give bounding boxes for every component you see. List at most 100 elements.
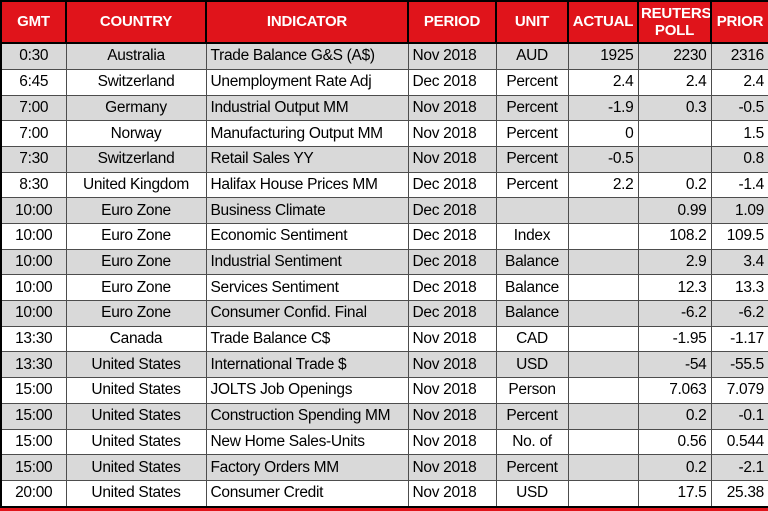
- cell-prior: -0.5: [710, 94, 768, 122]
- cell-period: Dec 2018: [407, 223, 497, 250]
- cell-gmt: 10:00: [0, 248, 67, 276]
- cell-period: Dec 2018: [407, 274, 497, 302]
- cell-unit: Index: [495, 223, 569, 250]
- cell-period: Nov 2018: [407, 454, 497, 481]
- table-row: 20:00 United States Consumer Credit Nov 201…: [0, 479, 768, 508]
- cell-country: Germany: [65, 94, 207, 122]
- cell-indicator: Services Sentiment: [205, 274, 409, 302]
- table-row: 15:00 United States JOLTS Job Openings Nov …: [0, 377, 768, 404]
- cell-unit: No. of: [495, 428, 569, 456]
- table-row: 15:00 United States Factory Orders MM Nov 2…: [0, 454, 768, 481]
- cell-country: United States: [65, 377, 207, 404]
- cell-reuters_poll: [637, 145, 712, 173]
- cell-actual: [567, 402, 639, 430]
- cell-period: Nov 2018: [407, 428, 497, 456]
- cell-period: Nov 2018: [407, 42, 497, 70]
- cell-reuters_poll: [637, 120, 712, 147]
- cell-prior: 0.544: [710, 428, 768, 456]
- cell-period: Nov 2018: [407, 145, 497, 173]
- table-row: 8:30 United Kingdom Halifax House Prices M…: [0, 171, 768, 199]
- cell-prior: -0.1: [710, 402, 768, 430]
- cell-reuters_poll: 0.2: [637, 402, 712, 430]
- cell-prior: -2.1: [710, 454, 768, 481]
- table-row: 10:00 Euro Zone Industrial Sentiment Dec 20…: [0, 248, 768, 276]
- cell-gmt: 10:00: [0, 223, 67, 250]
- cell-unit: USD: [495, 351, 569, 379]
- column-header-actual: ACTUAL: [567, 0, 639, 44]
- cell-actual: [567, 377, 639, 404]
- table-row: 10:00 Euro Zone Economic Sentiment Dec 2018…: [0, 223, 768, 250]
- cell-prior: 2.4: [710, 68, 768, 96]
- cell-unit: Percent: [495, 120, 569, 147]
- cell-indicator: Manufacturing Output MM: [205, 120, 409, 147]
- cell-period: Dec 2018: [407, 171, 497, 199]
- cell-prior: 109.5: [710, 223, 768, 250]
- cell-indicator: Halifax House Prices MM: [205, 171, 409, 199]
- cell-prior: -6.2: [710, 300, 768, 327]
- cell-unit: Percent: [495, 171, 569, 199]
- cell-prior: -55.5: [710, 351, 768, 379]
- cell-country: United States: [65, 428, 207, 456]
- cell-unit: Person: [495, 377, 569, 404]
- cell-indicator: Consumer Credit: [205, 479, 409, 508]
- cell-country: Euro Zone: [65, 300, 207, 327]
- cell-indicator: International Trade $: [205, 351, 409, 379]
- cell-indicator: Retail Sales YY: [205, 145, 409, 173]
- cell-period: Nov 2018: [407, 120, 497, 147]
- cell-actual: [567, 351, 639, 379]
- table-row: 6:45 Switzerland Unemployment Rate Adj Dec …: [0, 68, 768, 96]
- cell-gmt: 20:00: [0, 479, 67, 508]
- table-row: 13:30 United States International Trade $ N…: [0, 351, 768, 379]
- cell-indicator: Consumer Confid. Final: [205, 300, 409, 327]
- cell-gmt: 15:00: [0, 402, 67, 430]
- cell-indicator: Trade Balance C$: [205, 325, 409, 353]
- cell-unit: Balance: [495, 274, 569, 302]
- cell-period: Dec 2018: [407, 197, 497, 224]
- cell-period: Nov 2018: [407, 94, 497, 122]
- cell-period: Nov 2018: [407, 377, 497, 404]
- table-row: 10:00 Euro Zone Business Climate Dec 2018 0.…: [0, 197, 768, 224]
- column-header-reuters-poll: REUTERS POLL: [637, 0, 712, 44]
- cell-gmt: 0:30: [0, 42, 67, 70]
- cell-gmt: 10:00: [0, 197, 67, 224]
- cell-prior: 0.8: [710, 145, 768, 173]
- cell-reuters_poll: -54: [637, 351, 712, 379]
- column-header-indicator: INDICATOR: [205, 0, 409, 44]
- cell-gmt: 10:00: [0, 300, 67, 327]
- cell-period: Dec 2018: [407, 68, 497, 96]
- cell-period: Nov 2018: [407, 402, 497, 430]
- cell-gmt: 7:30: [0, 145, 67, 173]
- cell-actual: [567, 428, 639, 456]
- table-header: GMT COUNTRY INDICATOR PERIOD UNIT ACTUAL…: [0, 0, 768, 44]
- cell-gmt: 13:30: [0, 351, 67, 379]
- table-body: 0:30 Australia Trade Balance G&S (A$) Nov 2…: [0, 42, 768, 508]
- cell-period: Nov 2018: [407, 325, 497, 353]
- cell-actual: [567, 300, 639, 327]
- cell-unit: Balance: [495, 300, 569, 327]
- cell-period: Dec 2018: [407, 300, 497, 327]
- column-header-unit: UNIT: [495, 0, 569, 44]
- cell-reuters_poll: 0.2: [637, 454, 712, 481]
- cell-actual: -1.9: [567, 94, 639, 122]
- cell-country: Euro Zone: [65, 223, 207, 250]
- cell-indicator: New Home Sales-Units: [205, 428, 409, 456]
- cell-actual: [567, 479, 639, 508]
- cell-country: Switzerland: [65, 145, 207, 173]
- cell-actual: [567, 325, 639, 353]
- header-row: GMT COUNTRY INDICATOR PERIOD UNIT ACTUAL…: [0, 0, 768, 44]
- cell-actual: [567, 248, 639, 276]
- cell-actual: [567, 454, 639, 481]
- cell-reuters_poll: 0.3: [637, 94, 712, 122]
- cell-reuters_poll: 0.2: [637, 171, 712, 199]
- cell-unit: Balance: [495, 248, 569, 276]
- cell-prior: -1.4: [710, 171, 768, 199]
- cell-gmt: 13:30: [0, 325, 67, 353]
- cell-gmt: 15:00: [0, 454, 67, 481]
- cell-gmt: 7:00: [0, 94, 67, 122]
- cell-prior: 1.09: [710, 197, 768, 224]
- cell-prior: 1.5: [710, 120, 768, 147]
- cell-reuters_poll: -6.2: [637, 300, 712, 327]
- cell-actual: 2.2: [567, 171, 639, 199]
- cell-country: Euro Zone: [65, 248, 207, 276]
